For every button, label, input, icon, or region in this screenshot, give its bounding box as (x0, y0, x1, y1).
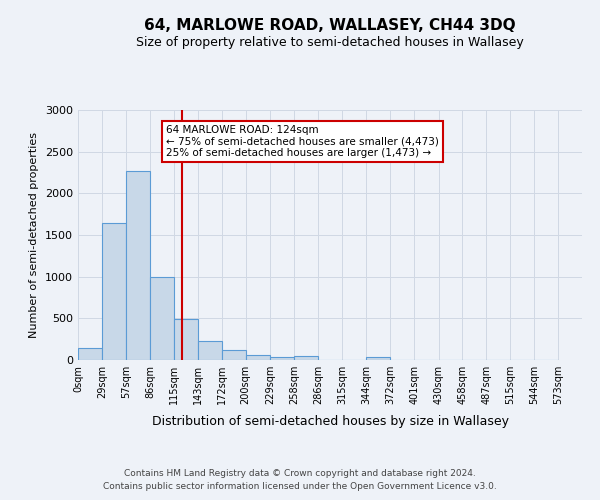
Text: Contains HM Land Registry data © Crown copyright and database right 2024.: Contains HM Land Registry data © Crown c… (124, 468, 476, 477)
Bar (103, 224, 126, 360)
Bar (246, 356, 269, 360)
Bar (78, 348, 102, 360)
Bar (175, 319, 199, 360)
Text: 64 MARLOWE ROAD: 124sqm
← 75% of semi-detached houses are smaller (4,473)
25% of: 64 MARLOWE ROAD: 124sqm ← 75% of semi-de… (166, 125, 439, 158)
Bar (222, 350, 246, 360)
Y-axis label: Number of semi-detached properties: Number of semi-detached properties (29, 132, 40, 338)
Text: 64, MARLOWE ROAD, WALLASEY, CH44 3DQ: 64, MARLOWE ROAD, WALLASEY, CH44 3DQ (144, 18, 516, 32)
Bar (270, 356, 294, 360)
Text: Contains public sector information licensed under the Open Government Licence v3: Contains public sector information licen… (103, 482, 497, 491)
Bar (126, 171, 150, 360)
Text: Size of property relative to semi-detached houses in Wallasey: Size of property relative to semi-detach… (136, 36, 524, 49)
Bar (150, 276, 174, 360)
Bar (295, 356, 318, 360)
Bar (367, 356, 391, 360)
X-axis label: Distribution of semi-detached houses by size in Wallasey: Distribution of semi-detached houses by … (151, 416, 509, 428)
Bar (198, 341, 222, 360)
